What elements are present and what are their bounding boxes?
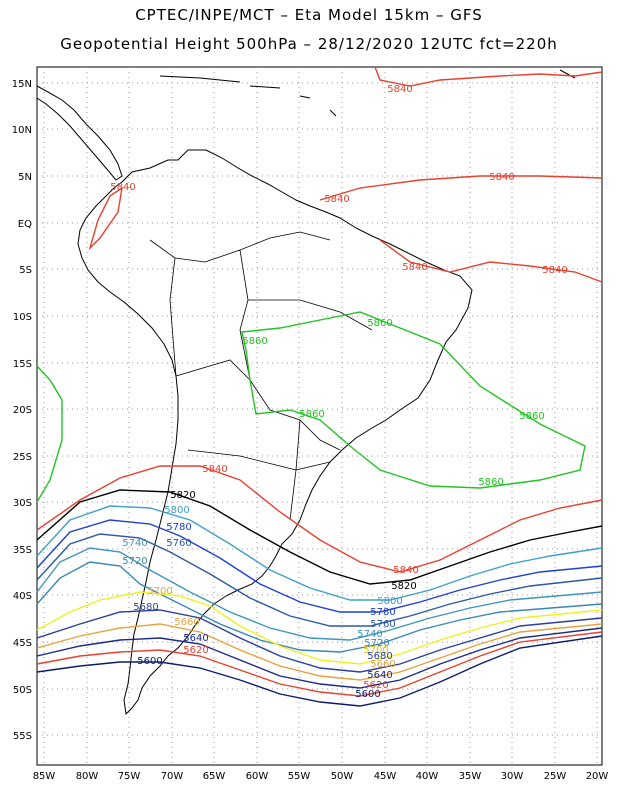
contour-label: 5760 [370, 619, 395, 630]
contour-label: 5840 [324, 194, 349, 205]
contour-label: 5840 [489, 172, 514, 183]
contour-label: 5840 [542, 265, 567, 276]
lon-label: 30W [501, 771, 524, 782]
lon-label: 60W [246, 771, 269, 782]
longitude-labels: 85W 80W 75W 70W 65W 60W 55W 50W 45W 40W … [33, 771, 609, 782]
contour-5640 [36, 627, 603, 689]
contour-5620 [36, 631, 603, 697]
contour-5760 [36, 533, 603, 627]
contour-5840-south [36, 465, 603, 573]
map-title-line1: CPTEC/INPE/MCT – Eta Model 15km – GFS [135, 6, 483, 24]
lon-label: 85W [33, 771, 56, 782]
contour-label: 5800 [377, 596, 402, 607]
lat-label: 5N [18, 172, 32, 183]
contour-label: 5860 [242, 336, 267, 347]
contour-5720 [36, 561, 603, 653]
contour-5840-tropical [319, 175, 603, 201]
contour-label: 5700 [147, 586, 172, 597]
lat-label: 55S [13, 731, 32, 742]
lon-label: 35W [459, 771, 482, 782]
contour-5840-north [374, 66, 603, 87]
contour-5600 [36, 635, 603, 707]
lon-label: 65W [203, 771, 226, 782]
lat-label: 25S [13, 452, 32, 463]
lon-label: 50W [331, 771, 354, 782]
caribbean-islands [159, 69, 576, 117]
contour-label: 5820 [170, 490, 195, 501]
central-america-outline [36, 85, 123, 181]
map-title-line2: Geopotential Height 500hPa – 28/12/2020 … [60, 35, 558, 53]
contour-label: 5660 [174, 617, 199, 628]
contour-5740 [36, 547, 603, 641]
contour-5680 [36, 609, 603, 673]
lon-label: 70W [161, 771, 184, 782]
contour-label: 5640 [367, 670, 392, 681]
contour-label: 5780 [370, 607, 395, 618]
contour-label: 5760 [166, 538, 191, 549]
contour-label: 5840 [402, 262, 427, 273]
contour-5660 [36, 623, 603, 681]
geopotential-contours [36, 66, 603, 707]
lat-label: 5S [19, 265, 32, 276]
contour-label: 5620 [183, 645, 208, 656]
contour-label: 5640 [183, 633, 208, 644]
contour-label: 5840 [393, 565, 418, 576]
contour-label: 5620 [363, 680, 388, 691]
contour-5800 [36, 505, 603, 601]
contour-labels: 5840 5840 5840 5840 5840 5840 5860 5860 … [110, 84, 567, 700]
lat-label: 45S [13, 638, 32, 649]
contour-5860-green [241, 311, 586, 489]
lon-label: 20W [586, 771, 609, 782]
contour-label: 5740 [122, 538, 147, 549]
contour-label: 5860 [299, 409, 324, 420]
contour-label: 5680 [133, 602, 158, 613]
lat-label: 10N [12, 125, 32, 136]
contour-label: 5840 [110, 182, 135, 193]
contour-label: 5860 [478, 477, 503, 488]
contour-label: 5800 [164, 505, 189, 516]
contour-label: 5700 [363, 645, 388, 656]
contour-5820 [36, 489, 603, 585]
contour-label: 5840 [202, 464, 227, 475]
contour-label: 5680 [367, 651, 392, 662]
contour-5860-west [36, 365, 63, 503]
plot-frame [36, 66, 603, 766]
lat-label: 40S [13, 591, 32, 602]
contour-label: 5600 [355, 689, 380, 700]
lat-label: 30S [13, 498, 32, 509]
contour-label: 5820 [391, 581, 416, 592]
lon-label: 75W [118, 771, 141, 782]
latitude-labels: 15N 10N 5N EQ 5S 10S 15S 20S 25S 30S 35S… [12, 79, 32, 742]
lon-label: 25W [544, 771, 567, 782]
contour-5700 [36, 591, 603, 665]
lon-label: 55W [288, 771, 311, 782]
contour-5780 [36, 519, 603, 613]
contour-label: 5740 [357, 629, 382, 640]
contour-label: 5780 [166, 522, 191, 533]
contour-label: 5840 [387, 84, 412, 95]
lat-label: 15S [13, 359, 32, 370]
lat-label: 10S [13, 312, 32, 323]
contour-label: 5720 [364, 638, 389, 649]
lat-label: 50S [13, 685, 32, 696]
lat-label: 20S [13, 405, 32, 416]
contour-5840-andes [88, 186, 123, 251]
coastlines [36, 69, 576, 716]
contour-5840-equator [379, 239, 603, 283]
lat-label: 15N [12, 79, 32, 90]
lat-label: 35S [13, 545, 32, 556]
lat-label: EQ [18, 219, 32, 230]
lon-label: 45W [374, 771, 397, 782]
contour-label: 5660 [370, 659, 395, 670]
contour-label: 5720 [122, 556, 147, 567]
lon-label: 40W [416, 771, 439, 782]
country-borders [149, 231, 373, 521]
contour-label: 5860 [519, 411, 544, 422]
lon-label: 80W [76, 771, 99, 782]
contour-label: 5600 [137, 656, 162, 667]
contour-label: 5860 [367, 318, 392, 329]
